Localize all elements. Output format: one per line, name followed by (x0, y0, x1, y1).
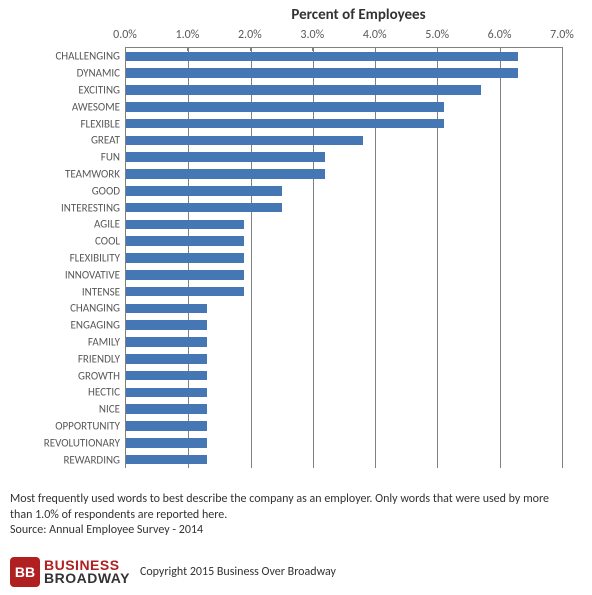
bar-row: GROWTH (126, 371, 562, 381)
bar-row: DYNAMIC (126, 68, 562, 78)
bar-row: GOOD (126, 186, 562, 196)
copyright: Copyright 2015 Business Over Broadway (140, 565, 336, 579)
chart-area: 0.0%1.0%2.0%3.0%4.0%5.0%6.0%7.0% CHALLEN… (125, 28, 562, 468)
bar-label: OPPORTUNITY (55, 420, 126, 431)
x-tick-label: 1.0% (176, 28, 200, 42)
bar (126, 371, 207, 381)
bar-label: AGILE (94, 219, 126, 230)
bar-row: TEAMWORK (126, 169, 562, 179)
bar (126, 388, 207, 398)
bar (126, 186, 282, 196)
bar-label: DYNAMIC (77, 68, 126, 79)
bar (126, 455, 207, 465)
bar-label: GREAT (91, 135, 126, 146)
bar-label: CHANGING (70, 303, 126, 314)
bar (126, 169, 325, 179)
bar (126, 421, 207, 431)
bar-row: INNOVATIVE (126, 270, 562, 280)
bar-row: AWESOME (126, 102, 562, 112)
bar-row: ENGAGING (126, 320, 562, 330)
bar-row: CHANGING (126, 304, 562, 314)
bar-row: EXCITING (126, 85, 562, 95)
bar (126, 270, 244, 280)
bar-label: GROWTH (78, 370, 126, 381)
bar (126, 203, 282, 213)
bar-label: NICE (99, 404, 126, 415)
bar-label: INNOVATIVE (65, 269, 126, 280)
bar-label: ENGAGING (71, 320, 126, 331)
bar-row: OPPORTUNITY (126, 421, 562, 431)
bar-row: FAMILY (126, 337, 562, 347)
bar (126, 220, 244, 230)
bar-row: REWARDING (126, 455, 562, 465)
bar-row: FUN (126, 152, 562, 162)
bar (126, 438, 207, 448)
bar (126, 68, 518, 78)
bar-row: CHALLENGING (126, 52, 562, 62)
bar-label: FLEXIBILITY (70, 252, 126, 263)
bar-label: INTERESTING (61, 202, 126, 213)
bar-label: AWESOME (72, 101, 126, 112)
bar-label: FLEXIBLE (80, 118, 126, 129)
chart-caption: Most frequently used words to best descr… (10, 492, 572, 539)
bar-label: GOOD (92, 185, 126, 196)
logo: BB BUSINESS BROADWAY (10, 557, 130, 587)
x-tick-label: 7.0% (550, 28, 574, 42)
x-axis: 0.0%1.0%2.0%3.0%4.0%5.0%6.0%7.0% (125, 28, 562, 48)
x-tick-label: 4.0% (363, 28, 387, 42)
bar-label: REWARDING (63, 454, 126, 465)
caption-line1: Most frequently used words to best descr… (10, 492, 572, 523)
bar-label: CHALLENGING (55, 51, 126, 62)
bar-label: FUN (101, 152, 126, 163)
bar (126, 85, 481, 95)
x-tick-label: 3.0% (300, 28, 324, 42)
bar (126, 337, 207, 347)
x-tick-label: 5.0% (425, 28, 449, 42)
bar-label: REVOLUTIONARY (44, 437, 126, 448)
bar-label: INTENSE (82, 286, 126, 297)
plot-area: CHALLENGING DYNAMIC EXCITING AWESOME FLEXIBL… (125, 48, 562, 468)
bar (126, 236, 244, 246)
bar-row: FLEXIBLE (126, 119, 562, 129)
x-tick-label: 0.0% (113, 28, 137, 42)
bar (126, 52, 518, 62)
bar-row: FLEXIBILITY (126, 253, 562, 263)
bar (126, 253, 244, 263)
x-tick-label: 2.0% (238, 28, 262, 42)
bar (126, 136, 363, 146)
bar (126, 287, 244, 297)
logo-badge: BB (10, 557, 40, 587)
bar-row: INTERESTING (126, 203, 562, 213)
bar (126, 404, 207, 414)
chart-title: Percent of Employees (0, 0, 592, 24)
bar (126, 304, 207, 314)
bar-row: NICE (126, 404, 562, 414)
bar-row: INTENSE (126, 287, 562, 297)
footer: BB BUSINESS BROADWAY Copyright 2015 Busi… (10, 557, 336, 587)
bar (126, 102, 444, 112)
bar-row: GREAT (126, 136, 562, 146)
bar-label: FRIENDLY (78, 353, 126, 364)
bar-row: HECTIC (126, 388, 562, 398)
gridline (562, 48, 563, 468)
bar-row: AGILE (126, 220, 562, 230)
logo-text: BUSINESS BROADWAY (44, 559, 130, 584)
bar-label: TEAMWORK (65, 168, 126, 179)
bar (126, 320, 207, 330)
bar (126, 152, 325, 162)
bar-label: FAMILY (88, 336, 126, 347)
bar-label: COOL (95, 236, 126, 247)
bar-label: HECTIC (88, 387, 126, 398)
bar-row: FRIENDLY (126, 354, 562, 364)
logo-line2: BROADWAY (44, 572, 130, 585)
x-tick-label: 6.0% (488, 28, 512, 42)
bar-row: COOL (126, 236, 562, 246)
bar (126, 354, 207, 364)
bar-label: EXCITING (78, 84, 126, 95)
caption-line2: Source: Annual Employee Survey - 2014 (10, 523, 572, 539)
bar-row: REVOLUTIONARY (126, 438, 562, 448)
bar (126, 119, 444, 129)
